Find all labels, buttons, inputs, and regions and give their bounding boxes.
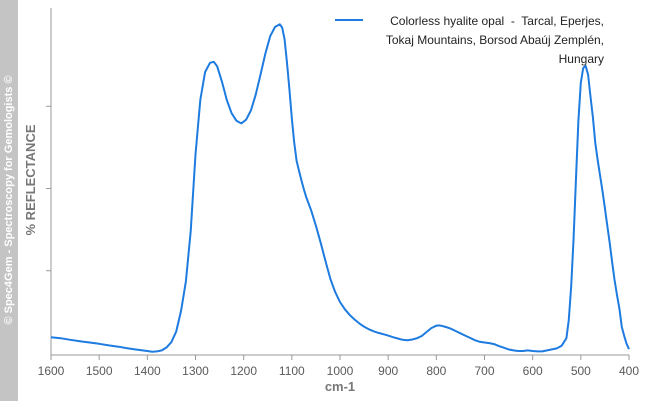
- series-line: [50, 23, 630, 353]
- x-tick-label: 1200: [230, 364, 257, 378]
- y-ticks: [46, 105, 51, 272]
- x-tick-label: 1600: [38, 364, 65, 378]
- x-tick-label: 400: [619, 364, 639, 378]
- x-tick-label: 1400: [134, 364, 161, 378]
- x-tick-label: 900: [378, 364, 398, 378]
- legend-label: Colorless hyalite opal - Tarcal, Eperjes…: [390, 14, 604, 28]
- x-tick-label: 1000: [327, 364, 354, 378]
- x-tick-label: 1500: [86, 364, 113, 378]
- x-ticks: 1600 1500 1400 1300 1200 1100 1000 900 800 700 600…: [38, 355, 639, 378]
- x-tick-label: 1100: [279, 364, 305, 378]
- watermark-strip: © Spec4Gem - Spectroscopy for Gemologist…: [0, 0, 18, 401]
- x-tick-label: 1300: [182, 364, 209, 378]
- x-tick-label: 600: [523, 364, 543, 378]
- plot-area: [50, 23, 630, 353]
- legend-label: Tokaj Mountains, Borsod Abaúj Zemplén,: [386, 33, 604, 47]
- y-axis-title: % REFLECTANCE: [23, 124, 38, 235]
- x-axis-title: cm-1: [325, 379, 355, 394]
- legend-label: Hungary: [559, 52, 604, 66]
- legend: Colorless hyalite opal - Tarcal, Eperjes…: [335, 14, 604, 66]
- x-tick-label: 700: [474, 364, 494, 378]
- x-tick-label: 800: [426, 364, 446, 378]
- x-tick-label: 500: [571, 364, 591, 378]
